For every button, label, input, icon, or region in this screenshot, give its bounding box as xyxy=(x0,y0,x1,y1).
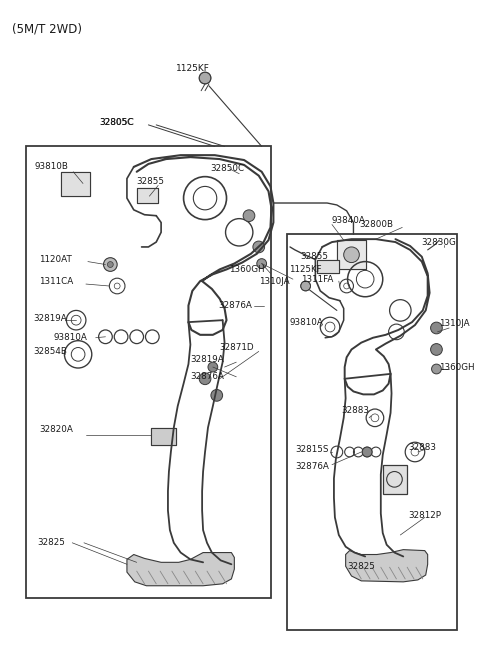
Polygon shape xyxy=(317,259,339,273)
Text: 1125KF: 1125KF xyxy=(289,265,322,274)
Circle shape xyxy=(199,373,211,384)
Text: 32825: 32825 xyxy=(348,562,375,571)
Polygon shape xyxy=(127,553,234,586)
Text: 32855: 32855 xyxy=(137,177,165,186)
Text: 32819A: 32819A xyxy=(191,355,224,364)
Text: 32805C: 32805C xyxy=(99,119,134,128)
Circle shape xyxy=(301,281,311,291)
Bar xyxy=(60,172,90,196)
Polygon shape xyxy=(137,189,158,203)
Text: 93810B: 93810B xyxy=(34,162,68,172)
Bar xyxy=(287,234,457,629)
Circle shape xyxy=(208,362,218,372)
Circle shape xyxy=(108,261,113,267)
Bar xyxy=(137,189,158,203)
Text: 32815S: 32815S xyxy=(295,445,328,453)
Circle shape xyxy=(253,241,264,253)
Text: 32871D: 32871D xyxy=(220,343,254,352)
Text: 32855: 32855 xyxy=(301,252,329,261)
Bar xyxy=(337,240,366,269)
Text: 32876A: 32876A xyxy=(295,462,329,471)
Text: (5M/T 2WD): (5M/T 2WD) xyxy=(12,23,82,36)
Text: 32819A: 32819A xyxy=(33,314,67,323)
Bar xyxy=(383,464,407,494)
Text: 32825: 32825 xyxy=(37,538,65,548)
Polygon shape xyxy=(346,550,428,582)
Text: 1125KF: 1125KF xyxy=(176,64,210,73)
Text: 1360GH: 1360GH xyxy=(439,363,475,371)
Text: 1310JA: 1310JA xyxy=(259,276,289,286)
Circle shape xyxy=(431,322,442,334)
Text: 32830G: 32830G xyxy=(422,238,456,246)
Circle shape xyxy=(104,257,117,271)
Bar xyxy=(151,428,176,445)
Text: 1360GH: 1360GH xyxy=(229,265,265,274)
Polygon shape xyxy=(337,240,366,269)
Circle shape xyxy=(431,344,442,355)
Text: 32883: 32883 xyxy=(342,405,370,415)
Text: 32883: 32883 xyxy=(408,443,436,451)
Polygon shape xyxy=(151,428,176,445)
Circle shape xyxy=(344,247,360,263)
Text: 93810A: 93810A xyxy=(54,333,87,343)
Circle shape xyxy=(243,210,255,221)
Text: 32820A: 32820A xyxy=(39,425,73,434)
Polygon shape xyxy=(60,172,90,196)
Text: 32876A: 32876A xyxy=(219,301,252,310)
Text: 1311FA: 1311FA xyxy=(301,274,333,284)
Text: 93840A: 93840A xyxy=(332,216,366,225)
Text: 93810A: 93810A xyxy=(289,318,323,327)
Bar xyxy=(26,146,272,599)
Text: 1311CA: 1311CA xyxy=(39,276,73,286)
Circle shape xyxy=(211,390,223,402)
Text: 32854B: 32854B xyxy=(33,347,67,356)
Text: 1310JA: 1310JA xyxy=(439,318,470,328)
Bar xyxy=(317,259,339,273)
Text: 1120AT: 1120AT xyxy=(39,255,72,264)
Text: 32800B: 32800B xyxy=(360,220,393,229)
Circle shape xyxy=(362,447,372,457)
Circle shape xyxy=(199,72,211,84)
Text: 32805C: 32805C xyxy=(99,119,134,128)
Text: 32850C: 32850C xyxy=(210,164,244,174)
Text: 32876A: 32876A xyxy=(191,372,224,381)
Circle shape xyxy=(257,259,266,269)
Text: 32812P: 32812P xyxy=(408,511,441,520)
Circle shape xyxy=(432,364,441,374)
